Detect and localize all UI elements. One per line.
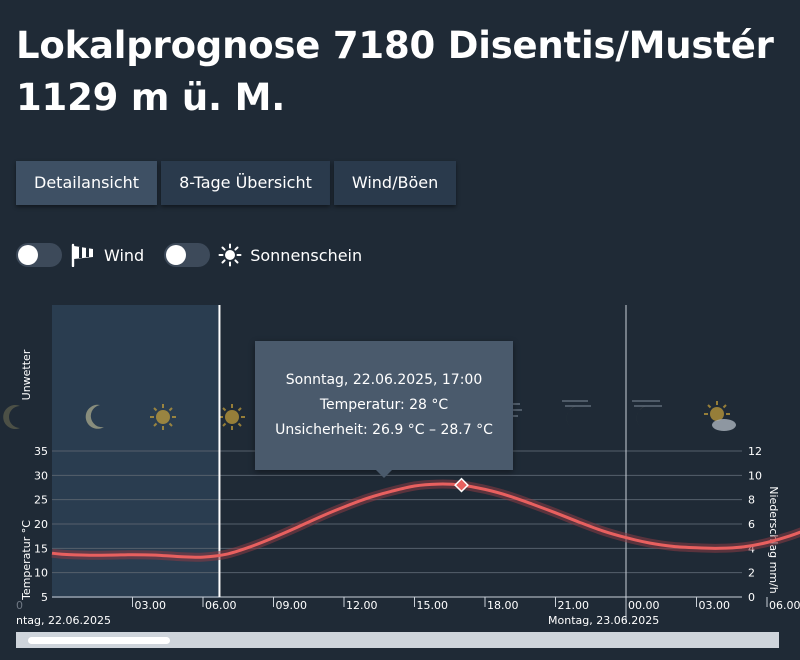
sun-icon: [150, 404, 176, 430]
time-markers: [218, 305, 627, 622]
x-tick-label: 03.00: [699, 599, 731, 612]
x-tick-label: 21.00: [558, 599, 590, 612]
y-tick-label-right: 2: [748, 567, 755, 580]
forecast-chart[interactable]: Unwetter Temperatur °C Niederschlag mm/h: [0, 305, 800, 630]
y-tick-label-left: 15: [34, 542, 48, 555]
day-label-monday: Montag, 23.06.2025: [548, 614, 659, 627]
y-tick-label-right: 0: [748, 591, 755, 604]
y-tick-label-left: 10: [34, 567, 48, 580]
sun-icon: [219, 404, 245, 430]
half-moon-icon: [3, 405, 20, 430]
sun-icon: [218, 243, 242, 267]
warnings-axis-label: Unwetter: [20, 349, 33, 400]
weather-icon-row: [3, 400, 736, 431]
moon-icon: [85, 404, 104, 429]
tooltip-temperature: Temperatur: 28 °C: [319, 397, 449, 413]
y-tick-label-left: 25: [34, 494, 48, 507]
wind-toggle-label: Wind: [104, 245, 145, 265]
tooltip-uncertainty: Unsicherheit: 26.9 °C – 28.7 °C: [275, 422, 493, 438]
view-tabs: Detailansicht 8-Tage Übersicht Wind/Böen: [16, 161, 457, 205]
wind-toggle-knob: [18, 245, 38, 265]
chart-scrollbar-thumb[interactable]: [28, 637, 170, 644]
y-tick-label-right: 8: [748, 494, 755, 507]
y-tick-label-right: 6: [748, 518, 755, 531]
x-tick-label: 06.00: [769, 599, 800, 612]
chart-scrollbar[interactable]: [16, 632, 779, 648]
y-tick-label-left: 30: [34, 469, 48, 482]
page-title-line-2: 1129 m ü. M.: [16, 76, 286, 119]
page-title-line-1: Lokalprognose 7180 Disentis/Mustér: [16, 24, 774, 67]
chart-tooltip: Sonntag, 22.06.2025, 17:00 Temperatur: 2…: [255, 341, 513, 470]
highlight-point[interactable]: [454, 477, 469, 493]
page-title: Lokalprognose 7180 Disentis/Mustér 1129 …: [16, 20, 800, 124]
y-tick-label-right: 10: [748, 469, 762, 482]
moon-icon: [562, 400, 591, 431]
x-tick-label: 03.00: [135, 599, 167, 612]
y-tick-label-left: 35: [34, 445, 48, 458]
sunshine-toggle-knob: [166, 245, 187, 265]
chart-toggles: Wind Sonnenschein: [16, 243, 362, 267]
x-tick-label: 06.00: [205, 599, 237, 612]
temperature-axis-label: Temperatur °C: [20, 520, 33, 601]
x-tick-label: 18.00: [487, 599, 519, 612]
sunshine-toggle-label: Sonnenschein: [250, 245, 363, 265]
temperature-line: [51, 482, 800, 559]
day-label-sunday: ntag, 22.06.2025: [16, 614, 111, 627]
tooltip-arrow: [376, 470, 392, 478]
tab-8-tage-uebersicht[interactable]: 8-Tage Übersicht: [161, 161, 330, 205]
windsock-icon: [70, 243, 96, 267]
moon-icon: [632, 400, 662, 431]
y-tick-label-left: 5: [41, 591, 48, 604]
y-tick-label-right: 12: [748, 445, 762, 458]
x-tick-label: 0: [16, 599, 23, 612]
tooltip-datetime: Sonntag, 22.06.2025, 17:00: [285, 372, 483, 388]
x-tick-label: 00.00: [628, 599, 660, 612]
tab-detailansicht[interactable]: Detailansicht: [16, 161, 158, 205]
x-axis: 0 03.00 06.00 09.00 12.00 15.00 18.00 21.00 00.0…: [16, 597, 800, 612]
sun-cloud-icon: [704, 401, 736, 431]
y-tick-label-left: 20: [34, 518, 48, 531]
wind-toggle[interactable]: [16, 243, 62, 267]
tab-wind-boeen[interactable]: Wind/Böen: [333, 161, 457, 205]
sunshine-toggle[interactable]: [164, 243, 211, 267]
x-tick-label: 12.00: [346, 599, 378, 612]
x-tick-label: 15.00: [417, 599, 449, 612]
x-tick-label: 09.00: [276, 599, 308, 612]
